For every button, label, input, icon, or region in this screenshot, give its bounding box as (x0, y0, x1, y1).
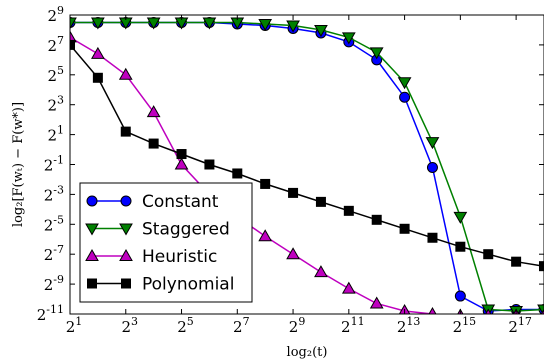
data-point-heuristic (341, 281, 356, 294)
data-point-polynomial (343, 205, 354, 216)
legend: Constant Staggered Heuristic Polynomial (79, 182, 253, 303)
data-point-constant (399, 91, 411, 103)
data-point-staggered (286, 20, 300, 33)
legend-marker (120, 195, 132, 207)
legend-marker (85, 248, 99, 261)
x-tick-label: 215 (453, 315, 477, 336)
y-tick-label: 25 (47, 64, 64, 85)
y-tick-label: 2-7 (44, 243, 64, 264)
data-point-heuristic (314, 265, 328, 278)
y-tick-label: 2-9 (44, 273, 64, 294)
series-layer (70, 16, 544, 314)
legend-entry-staggered: Staggered (85, 220, 230, 240)
x-axis-label: log₂(t) (287, 345, 328, 360)
legend-marker (85, 223, 99, 236)
data-point-heuristic (146, 105, 161, 118)
y-tick-label: 23 (47, 94, 64, 115)
data-point-staggered (202, 17, 217, 30)
x-tick-label: 213 (397, 315, 421, 336)
data-point-heuristic (118, 67, 133, 80)
data-point-polynomial (371, 214, 382, 225)
legend-marker (86, 195, 98, 207)
data-point-polynomial (399, 223, 410, 234)
data-point-polynomial (288, 187, 299, 198)
y-tick-label: 21 (47, 124, 64, 145)
data-point-polynomial (483, 249, 494, 260)
data-point-heuristic (540, 308, 544, 314)
data-point-heuristic (91, 46, 105, 59)
data-point-staggered (70, 17, 77, 30)
data-point-heuristic (258, 229, 273, 242)
data-point-staggered (397, 77, 412, 90)
legend-label: Polynomial (142, 275, 234, 295)
series-line-heuristic (70, 36, 447, 314)
data-point-polynomial (315, 196, 326, 207)
x-tick-label: 27 (233, 315, 250, 336)
y-axis-label: log₂[F(wₜ) − F(w*)] (11, 102, 26, 227)
series-heuristic (70, 30, 544, 314)
data-point-polynomial (455, 241, 466, 252)
data-point-polynomial (232, 168, 243, 179)
legend-label: Constant (142, 192, 219, 212)
series-line-staggered (70, 21, 544, 312)
data-point-staggered (425, 137, 440, 150)
data-point-heuristic (485, 308, 492, 314)
legend-label: Staggered (142, 220, 230, 240)
series-staggered (70, 17, 544, 314)
x-tick-label: 211 (341, 315, 365, 336)
y-tick-label: 29 (47, 4, 64, 25)
data-point-polynomial (511, 256, 522, 267)
legend-marker (119, 223, 133, 236)
legend-marker (119, 248, 133, 261)
legend-box (79, 182, 253, 303)
data-point-polynomial (539, 261, 544, 272)
data-point-polynomial (176, 149, 187, 160)
data-point-heuristic (286, 247, 300, 260)
y-tick-label: 2-11 (37, 303, 64, 324)
data-point-polynomial (427, 232, 438, 243)
x-tick-label: 25 (177, 315, 194, 336)
y-tick-label: 2-3 (44, 183, 64, 204)
data-point-constant (426, 161, 438, 173)
legend-marker (87, 278, 97, 289)
data-point-polynomial (148, 138, 159, 149)
series-polynomial (70, 39, 544, 272)
y-tick-label: 2-5 (44, 213, 64, 234)
data-point-constant (454, 290, 466, 302)
x-tick-label: 23 (121, 315, 138, 336)
data-point-polynomial (92, 72, 103, 83)
legend-marker (121, 278, 131, 289)
axis-ticks: 21 23 25 27 29 211 213 215 217 29 27 25 23 21 2-1 2-3 2-… (37, 4, 544, 336)
data-point-polynomial (260, 178, 271, 189)
legend-entry-heuristic: Heuristic (85, 247, 217, 267)
legend-entry-constant: Constant (86, 192, 219, 212)
data-point-staggered (341, 32, 356, 45)
data-point-heuristic (174, 157, 189, 170)
data-point-staggered (369, 47, 384, 60)
legend-label: Heuristic (142, 247, 217, 267)
data-point-staggered (314, 24, 328, 37)
data-point-polynomial (204, 159, 215, 170)
data-point-staggered (91, 17, 105, 30)
data-point-heuristic (428, 306, 437, 314)
data-point-heuristic (369, 296, 384, 309)
legend-entry-polynomial: Polynomial (87, 275, 234, 295)
y-tick-label: 27 (47, 34, 64, 55)
data-point-staggered (258, 18, 273, 31)
x-tick-label: 217 (508, 315, 532, 336)
x-tick-label: 29 (289, 315, 306, 336)
y-tick-label: 2-1 (44, 154, 64, 175)
x-tick-label: 21 (66, 315, 83, 336)
data-point-staggered (146, 17, 161, 30)
data-point-staggered (453, 211, 468, 224)
data-point-polynomial (120, 126, 131, 137)
data-point-heuristic (70, 30, 77, 43)
